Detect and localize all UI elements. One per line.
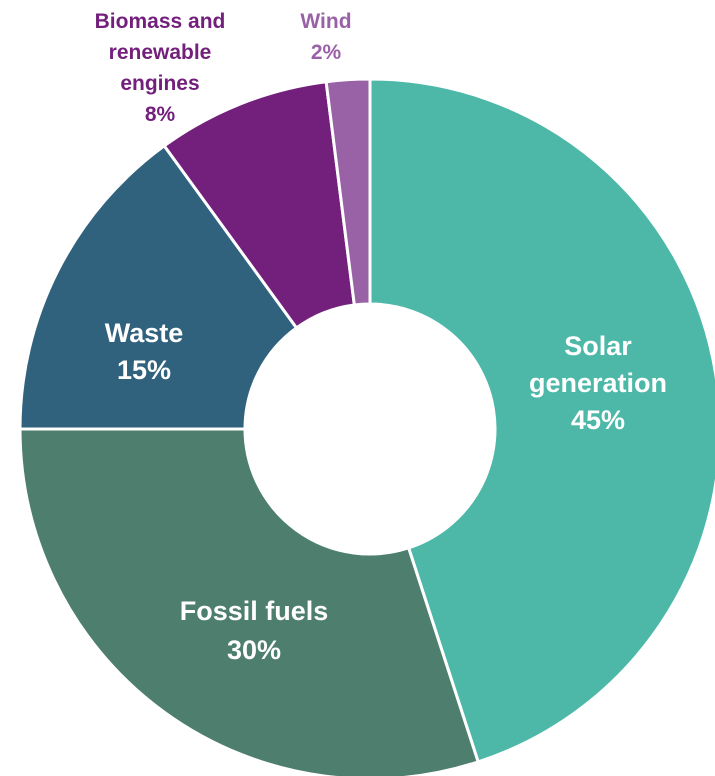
slice-percent: 2% (311, 41, 342, 64)
slice-name-line: Fossil fuels (180, 596, 329, 626)
slice-label: Fossil fuels 30% (180, 596, 329, 665)
slice-name-line: Solar (564, 331, 632, 361)
slice-wind (324, 77, 372, 307)
slice-name-line: Waste (105, 318, 184, 348)
slice-fossil-fuels (18, 427, 481, 776)
slice-name-line: Biomass and (95, 10, 226, 33)
slice-label: Wind 2% (300, 10, 351, 64)
slice-percent: 8% (145, 103, 176, 126)
slice-label: Waste 15% (105, 318, 184, 385)
slice-name-line: engines (120, 72, 199, 95)
slice-waste (18, 143, 299, 431)
slices-group (18, 77, 715, 776)
slice-solar-generation (368, 77, 715, 764)
slice-percent: 15% (117, 355, 171, 385)
slice-name-line: generation (529, 368, 667, 398)
slice-label: Biomass and renewable engines 8% (95, 10, 226, 126)
slice-label: Solar generation 45% (529, 331, 667, 435)
slice-name-line: Wind (300, 10, 351, 33)
slice-percent: 45% (571, 405, 625, 435)
slice-biomass-and-renewable-engines (162, 80, 357, 330)
slice-percent: 30% (227, 635, 281, 665)
slice-name-line: renewable (109, 41, 212, 64)
labels-group: Solar generation 45% Fossil fuels 30% Waste 15… (95, 10, 667, 665)
